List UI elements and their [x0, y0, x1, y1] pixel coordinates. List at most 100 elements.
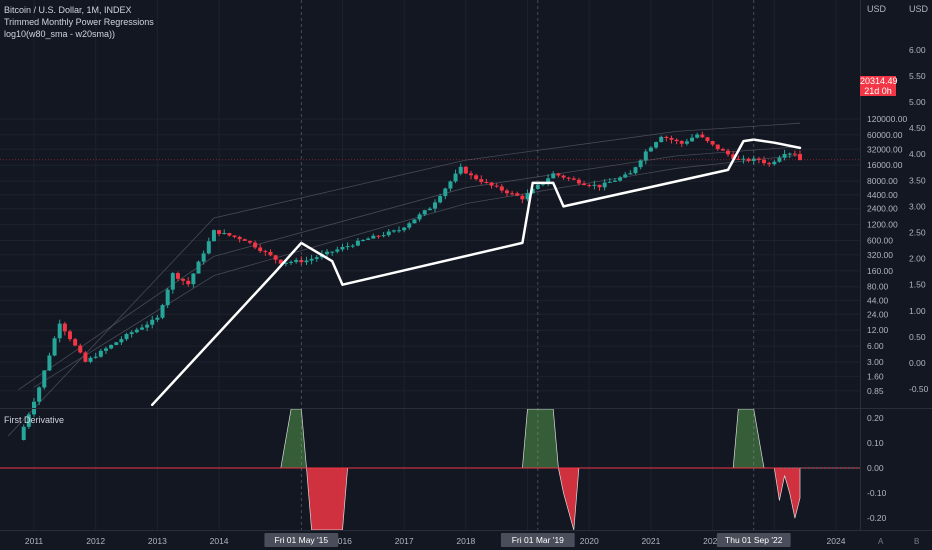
log-scale-button[interactable]: B	[914, 537, 920, 546]
candle-body	[309, 258, 314, 261]
price-tick-label: 600.00	[867, 235, 893, 245]
x-tick-label: 2011	[25, 536, 44, 546]
candle-body	[201, 253, 206, 262]
indicator-formula: log10(w80_sma - w20sma))	[4, 29, 116, 39]
candle-body	[355, 240, 360, 246]
x-tick-label: 2012	[86, 536, 105, 546]
candle-body	[361, 239, 366, 241]
candle-body	[340, 246, 345, 250]
candle-body	[350, 245, 355, 247]
derivative-tick-label: 0.00	[867, 463, 884, 473]
derivative-positive-area	[280, 408, 307, 469]
candle-body	[767, 163, 772, 165]
price-tick-label: 160.00	[867, 266, 893, 276]
candle-body	[576, 179, 581, 184]
derivative-negative-area	[558, 467, 580, 531]
candle-body	[762, 159, 767, 164]
candle-body	[648, 147, 653, 152]
candle-body	[67, 331, 72, 340]
date-marker-bg	[500, 533, 575, 547]
last-price-label: 20314.49	[860, 76, 898, 86]
candle-body	[525, 193, 530, 200]
candle-body	[134, 329, 139, 333]
candle-body	[186, 280, 191, 285]
candle-body	[633, 167, 638, 174]
candle-body	[299, 260, 304, 263]
candle-body	[273, 255, 278, 260]
candle-body	[181, 278, 186, 281]
price-tick-label: 16000.00	[867, 160, 903, 170]
candle-body	[37, 387, 42, 402]
price-tick-label: 1.60	[867, 371, 884, 381]
candle-body	[114, 342, 119, 345]
candle-body	[530, 188, 535, 194]
auto-scale-button[interactable]: A	[878, 537, 884, 546]
candle-body	[129, 332, 134, 335]
candle-body	[566, 177, 571, 179]
candle-body	[705, 137, 710, 142]
candle-body	[679, 141, 684, 144]
candle-body	[479, 179, 484, 182]
price-tick-label: 12.00	[867, 325, 889, 335]
derivative-pane	[0, 408, 860, 531]
candle-body	[792, 153, 797, 155]
candle-body	[746, 158, 751, 161]
candle-body	[304, 260, 309, 263]
candle-body	[433, 202, 437, 209]
candle-body	[98, 350, 103, 357]
candle-body	[556, 173, 561, 176]
candle-body	[150, 319, 155, 325]
price-tick-label: 60000.00	[867, 130, 903, 140]
candle-body	[468, 173, 473, 176]
price-tick-label: 320.00	[867, 250, 893, 260]
candle-body	[520, 195, 525, 200]
price-tick-label: 0.85	[867, 386, 884, 396]
indicator-tick-label: 6.00	[909, 45, 926, 55]
candle-body	[427, 208, 432, 211]
candle-body	[422, 210, 427, 215]
candle-body	[160, 305, 165, 318]
candle-body	[191, 273, 196, 285]
derivative-positive-area	[732, 408, 765, 469]
countdown-label: 21d 0h	[860, 86, 896, 96]
candle-body	[381, 235, 386, 237]
derivative-tick-label: 0.20	[867, 413, 884, 423]
candle-body	[345, 246, 350, 248]
regression-middle-line	[18, 146, 801, 390]
candle-body	[42, 370, 47, 388]
candle-body	[654, 142, 659, 148]
candle-body	[720, 149, 725, 151]
derivative-tick-label: -0.20	[867, 513, 887, 523]
candle-body	[222, 232, 227, 234]
candle-body	[484, 181, 489, 183]
derivative-negative-area	[306, 467, 348, 531]
indicator-tick-label: 0.50	[909, 332, 926, 342]
candle-body	[618, 177, 623, 181]
price-tick-label: 80.00	[867, 282, 889, 292]
candle-body	[638, 160, 643, 168]
candle-body	[412, 219, 417, 224]
x-tick-label: 2018	[456, 536, 475, 546]
candle-body	[139, 327, 144, 330]
candle-body	[268, 251, 273, 256]
candle-body	[756, 158, 761, 160]
candle-body	[21, 426, 26, 440]
candle-body	[695, 134, 700, 138]
candle-body	[145, 324, 150, 328]
indicator-tick-label: 3.50	[909, 175, 926, 185]
x-tick-label: 2016	[333, 536, 352, 546]
indicator-tick-label: 5.00	[909, 97, 926, 107]
derivative-positive-area	[522, 408, 559, 469]
candle-body	[124, 334, 129, 340]
candle-body	[726, 150, 731, 155]
candle-body	[253, 242, 258, 248]
candle-body	[78, 345, 83, 353]
candle-body	[247, 240, 252, 243]
candle-body	[371, 235, 376, 239]
x-tick-label: 2020	[580, 536, 599, 546]
candle-body	[294, 260, 299, 262]
candle-body	[206, 241, 211, 254]
derivative-tick-label: 0.10	[867, 438, 884, 448]
candle-body	[325, 251, 330, 255]
